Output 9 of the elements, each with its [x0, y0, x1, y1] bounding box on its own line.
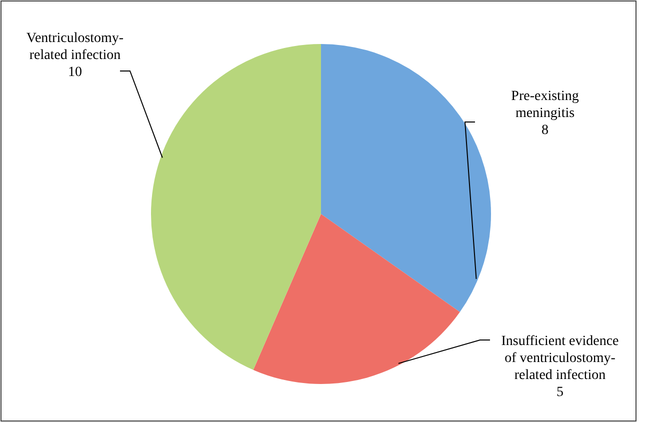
slice-label: Pre-existing meningitis [511, 89, 579, 121]
pie-slice [151, 44, 321, 370]
data-label: 5 [556, 385, 564, 400]
slice-label: Ventriculostomy-related infection [26, 31, 124, 63]
pie-slice [253, 214, 460, 384]
data-label: 10 [68, 65, 82, 80]
slice-label: Insufficient evidence of ventriculostomy-related infection [501, 334, 619, 383]
data-label: 8 [542, 123, 548, 138]
pie-slice [321, 44, 491, 312]
